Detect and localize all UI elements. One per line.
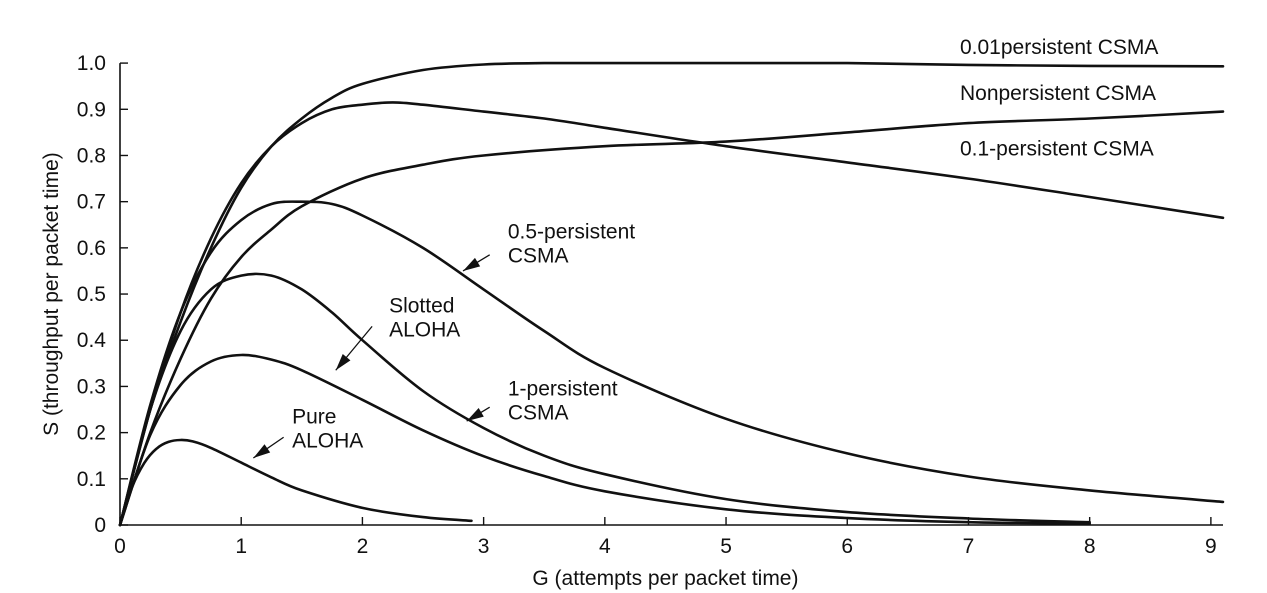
series-label-pure-aloha: Pure ALOHA <box>292 405 363 452</box>
y-tick-label: 0.3 <box>77 375 106 398</box>
series-label-line: CSMA <box>508 245 569 268</box>
series-label-line: ALOHA <box>292 429 363 452</box>
series-label-line: 0.01persistent CSMA <box>960 36 1158 59</box>
x-tick-label: 8 <box>1084 535 1096 558</box>
x-tick-label: 1 <box>235 535 247 558</box>
x-tick-label: 2 <box>357 535 369 558</box>
series-label-line: 0.5-persistent <box>508 221 635 244</box>
curves <box>118 61 1225 527</box>
curve-labels: 0.01persistent CSMA Nonpersistent CSMA 0.1… <box>252 36 1158 459</box>
y-tick-label: 0.2 <box>77 422 106 445</box>
series-label-line: Nonpersistent CSMA <box>960 82 1156 105</box>
y-tick-label: 0.4 <box>77 329 107 352</box>
pointer-arrowhead <box>335 353 351 371</box>
series-label-line: CSMA <box>508 402 569 425</box>
series-label-0-1-persistent-csma: 0.1-persistent CSMA <box>960 137 1154 160</box>
series-label-line: 1-persistent <box>508 378 618 401</box>
series-line-0-1-persistent-csma <box>118 101 1225 527</box>
series-line-0-01persistent-csma <box>118 61 1225 527</box>
series-label-line: ALOHA <box>389 319 460 342</box>
y-tick-label: 0 <box>94 514 106 537</box>
series-label-nonpersistent-csma: Nonpersistent CSMA <box>960 82 1156 105</box>
series-line-0-5-persistent-csma <box>118 200 1225 527</box>
series-line-pure-aloha <box>118 438 473 527</box>
series-label-line: Slotted <box>389 295 454 318</box>
series-label-slotted-aloha: Slotted ALOHA <box>389 295 460 342</box>
axes: 0 1 2 3 4 5 6 7 8 9 0 0.1 0.2 0.3 0.4 0.5 0.6 0.7 0.8 0.9 1.… <box>77 52 1223 558</box>
y-tick-label: 0.1 <box>77 468 106 491</box>
series-line-slotted-aloha <box>118 353 1091 527</box>
y-tick-label: 0.5 <box>77 283 106 306</box>
series-label-0-01persistent-csma: 0.01persistent CSMA <box>960 36 1158 59</box>
pointer-arrowhead <box>253 444 271 459</box>
x-tick-label: 7 <box>963 535 975 558</box>
y-tick-label: 0.8 <box>77 144 106 167</box>
x-tick-label: 5 <box>720 535 732 558</box>
series-label-line: 0.1-persistent CSMA <box>960 137 1154 160</box>
pointer-arrowhead <box>463 257 481 271</box>
x-tick-label: 9 <box>1205 535 1217 558</box>
series-line-nonpersistent-csma <box>118 110 1225 527</box>
series-label-line: Pure <box>292 405 336 428</box>
y-axis-label: S (throughput per packet time) <box>40 152 63 436</box>
series-label-0-5-persistent-csma: 0.5-persistent CSMA <box>508 221 635 268</box>
series-line-1-persistent-csma <box>118 272 1091 527</box>
x-tick-label: 3 <box>478 535 490 558</box>
y-tick-label: 0.6 <box>77 237 106 260</box>
y-tick-label: 0.9 <box>77 98 106 121</box>
y-tick-label: 1.0 <box>77 52 106 75</box>
x-tick-label: 0 <box>114 535 126 558</box>
y-tick-label: 0.7 <box>77 191 106 214</box>
pointer-arrowhead <box>466 408 484 422</box>
x-tick-label: 6 <box>841 535 853 558</box>
x-tick-label: 4 <box>599 535 611 558</box>
series-label-1-persistent-csma: 1-persistent CSMA <box>508 378 618 425</box>
x-axis-label: G (attempts per packet time) <box>532 567 798 590</box>
